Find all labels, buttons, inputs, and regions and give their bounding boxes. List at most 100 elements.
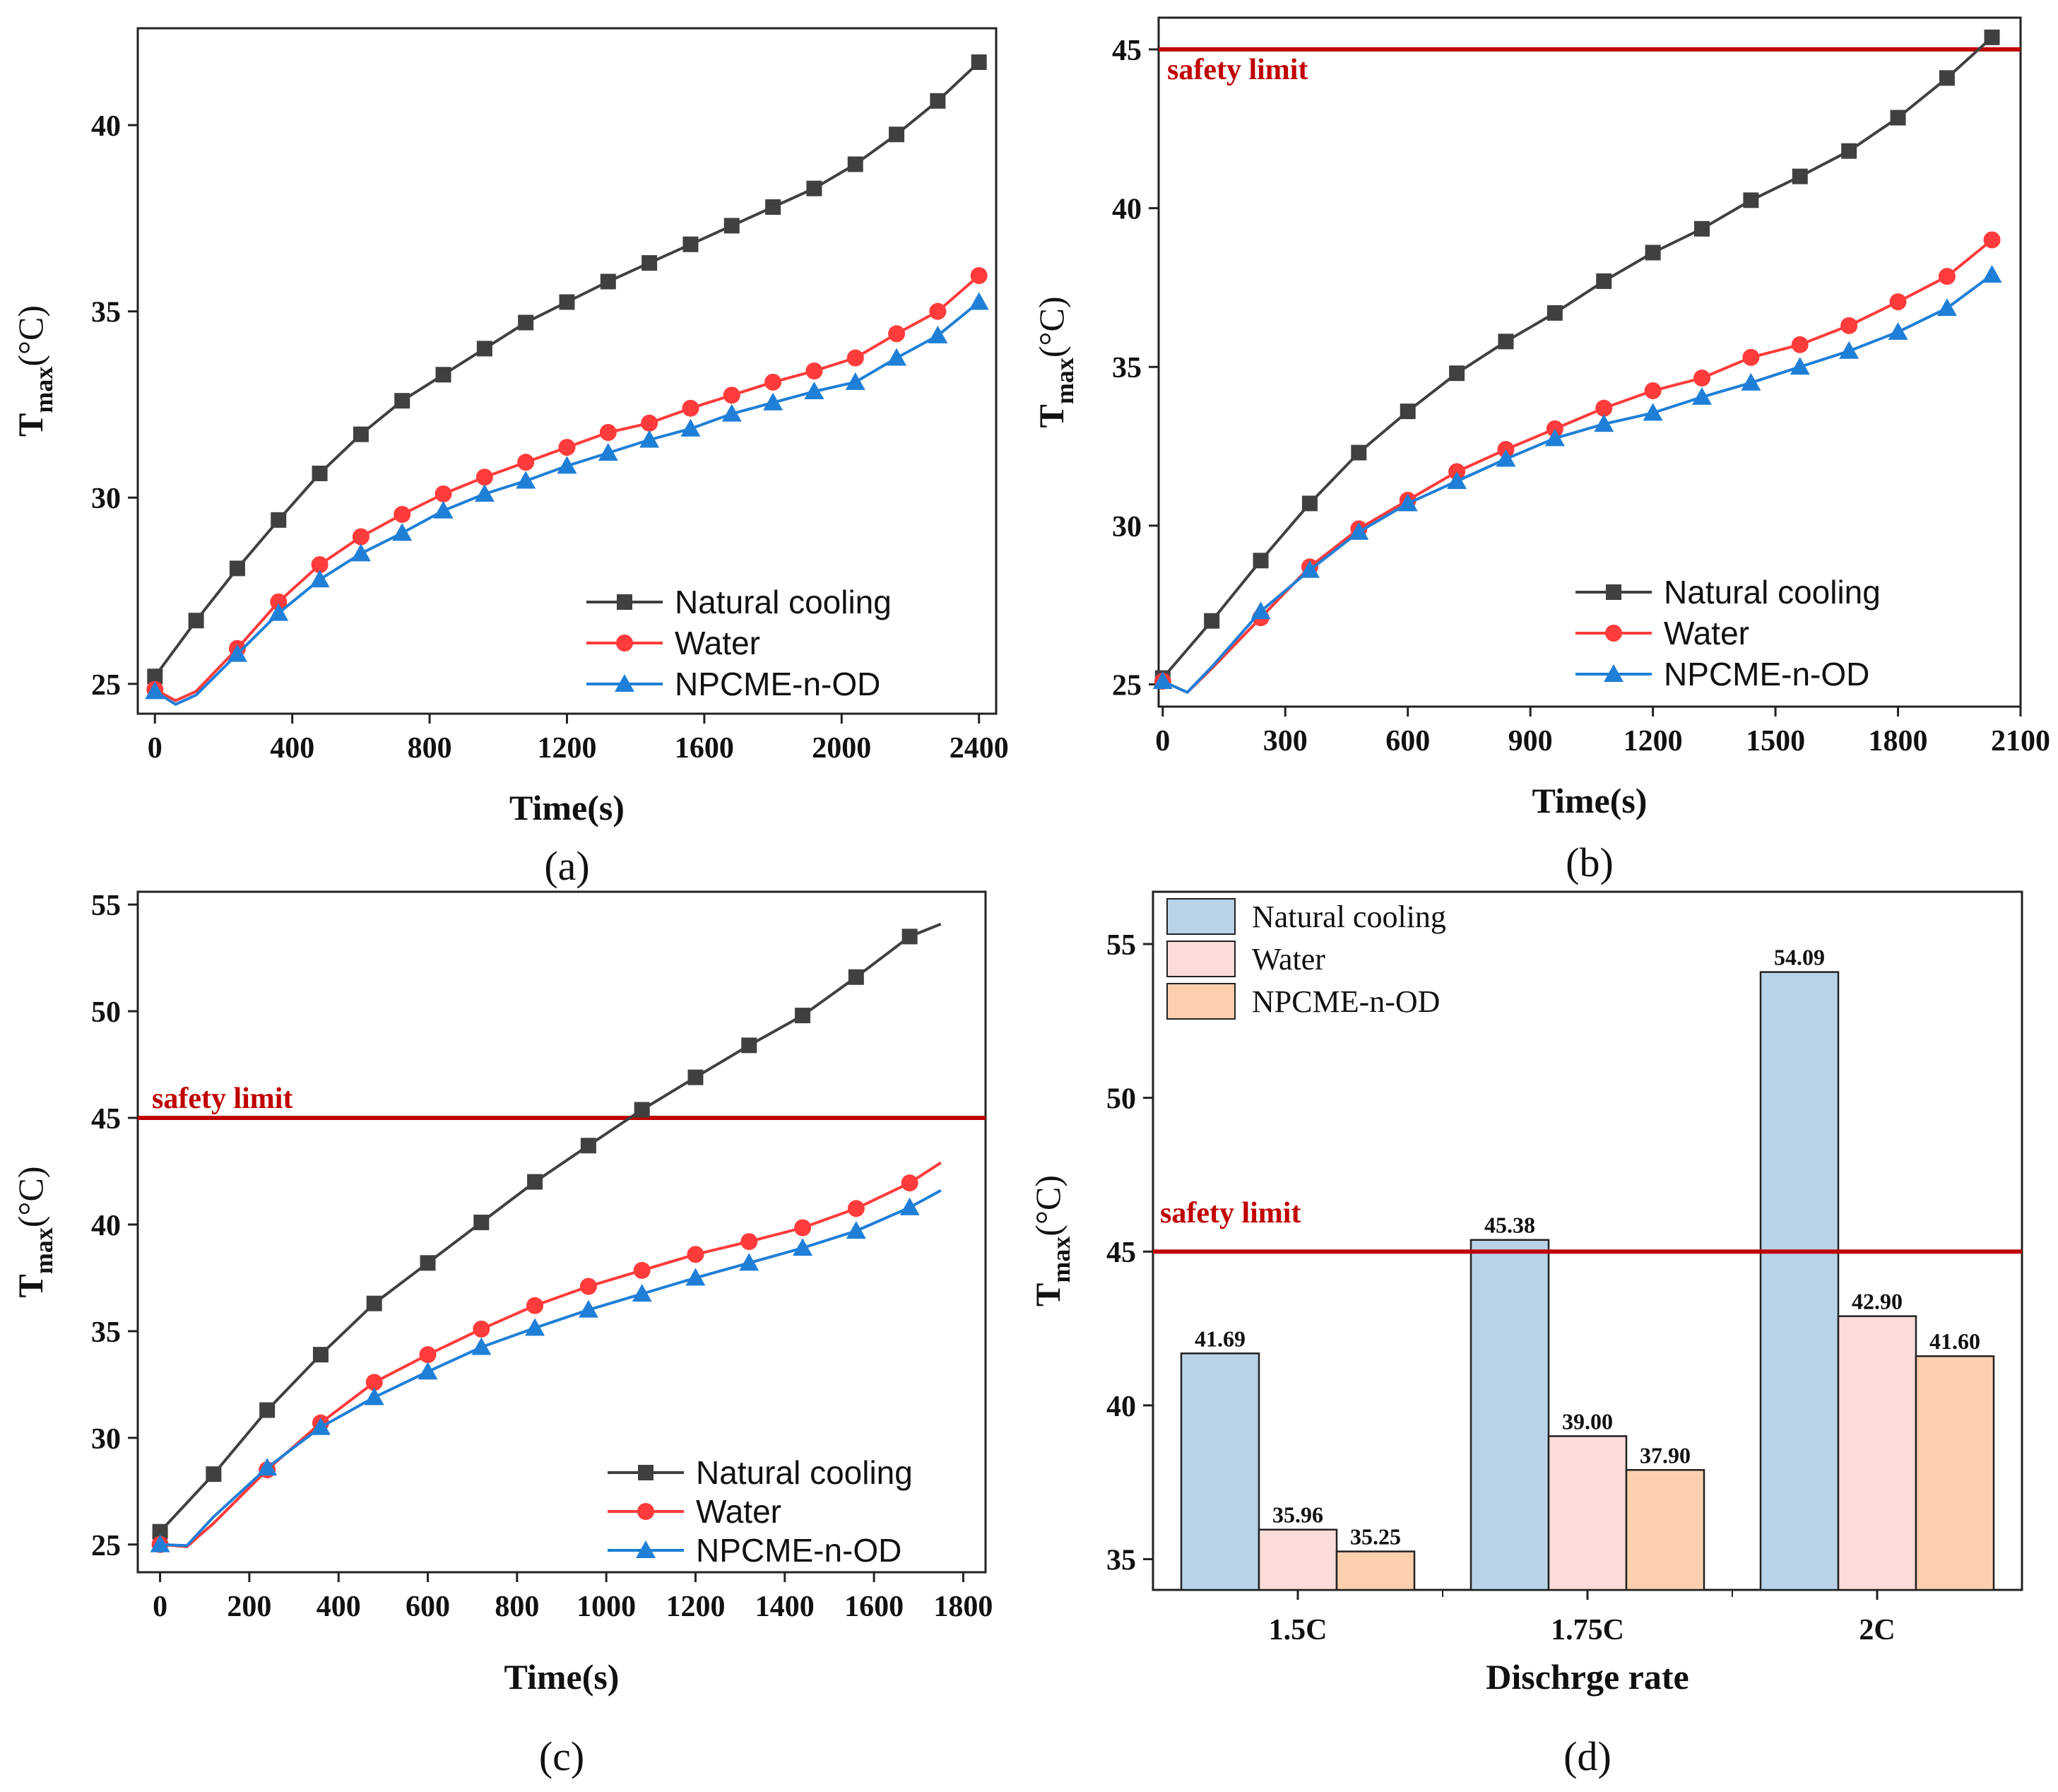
- x-tick-label: 2C: [1859, 1614, 1895, 1646]
- data-point: [687, 1246, 704, 1263]
- data-point: [1890, 110, 1906, 126]
- data-point: [845, 372, 865, 390]
- data-point: [687, 1069, 704, 1085]
- data-point: [1349, 521, 1369, 540]
- data-point: [394, 393, 410, 409]
- data-point: [721, 403, 742, 422]
- data-point: [641, 414, 658, 432]
- data-point: [739, 1253, 759, 1271]
- series-line: [154, 300, 980, 706]
- legend-marker: [1606, 584, 1621, 600]
- y-tick-label: 45: [91, 1103, 121, 1136]
- x-tick-label: 1200: [538, 732, 597, 765]
- data-point: [312, 1347, 329, 1363]
- data-point: [1204, 613, 1220, 629]
- y-axis-title: Tmax(°C): [1028, 1175, 1075, 1307]
- data-point: [723, 218, 740, 234]
- bar-value-label: 54.09: [1774, 945, 1825, 970]
- x-tick-label: 1200: [666, 1591, 725, 1623]
- bar: [1469, 1239, 1550, 1591]
- x-tick-label: 1800: [933, 1591, 993, 1623]
- data-point: [805, 362, 823, 379]
- bar-value-label: 45.38: [1484, 1213, 1535, 1238]
- data-point: [793, 1238, 813, 1256]
- safety-limit-label: safety limit: [152, 1083, 292, 1115]
- x-tick-label: 1.5C: [1269, 1614, 1327, 1646]
- y-tick-label: 40: [91, 1210, 121, 1242]
- legend-item: Natural cooling: [1575, 574, 1881, 611]
- y-tick-label: 55: [91, 890, 121, 922]
- data-point: [517, 454, 535, 471]
- data-point: [580, 1138, 596, 1154]
- legend-item: Water: [1575, 615, 1749, 652]
- panel-label: (a): [544, 843, 589, 889]
- data-point: [794, 1219, 812, 1237]
- data-point: [1400, 403, 1416, 420]
- series-line: [159, 922, 942, 1533]
- data-point: [1301, 495, 1318, 512]
- x-axis-title: Dischrge rate: [1486, 1657, 1689, 1697]
- bar-value-label: 35.25: [1350, 1524, 1401, 1550]
- x-tick-label: 2100: [1991, 725, 2050, 758]
- legend: Natural cooling Water NPCME-n-OD: [1166, 898, 1446, 1020]
- bar-value-label: 35.96: [1272, 1502, 1323, 1528]
- data-point: [1984, 29, 2000, 45]
- data-point: [1643, 403, 1663, 421]
- data-point: [578, 1299, 598, 1318]
- x-tick-label: 200: [227, 1591, 271, 1623]
- legend-swatch: [1166, 898, 1236, 935]
- legend-label: NPCME-n-OD: [696, 1532, 901, 1569]
- data-point: [1841, 143, 1857, 159]
- data-point: [476, 341, 492, 357]
- y-tick-label: 25: [91, 669, 121, 702]
- data-point: [311, 556, 329, 574]
- data-point: [929, 302, 947, 320]
- legend-label: NPCME-n-OD: [675, 666, 880, 702]
- data-point: [1936, 298, 1957, 317]
- data-point: [434, 485, 452, 502]
- data-point: [1547, 305, 1563, 321]
- data-point: [206, 1466, 222, 1482]
- legend-label: Natural cooling: [1664, 574, 1881, 611]
- bar-value-label: 42.90: [1852, 1289, 1903, 1314]
- y-tick-label: 35: [1112, 352, 1142, 384]
- series-npcme-n-od: [150, 1189, 942, 1552]
- data-point: [350, 543, 371, 562]
- data-point: [806, 180, 822, 196]
- series-water: [1154, 231, 2001, 694]
- bar: [1915, 1355, 1995, 1591]
- legend: Natural cooling Water NPCME-n-OD: [586, 584, 892, 702]
- series-line: [1161, 36, 1993, 679]
- data-point: [1743, 192, 1759, 208]
- series-natural-cooling: [147, 54, 987, 685]
- data-point: [685, 1268, 706, 1286]
- data-point: [1250, 601, 1271, 620]
- bar-value-label: 41.69: [1195, 1326, 1246, 1351]
- y-tick-label: 40: [1112, 194, 1142, 226]
- series-natural-cooling: [1154, 29, 2000, 686]
- safety-limit-label: safety limit: [1160, 1197, 1301, 1230]
- data-point: [795, 1008, 811, 1024]
- data-point: [394, 505, 411, 523]
- legend-marker: [638, 1465, 654, 1480]
- y-tick-label: 50: [1106, 1083, 1136, 1116]
- series-natural-cooling: [152, 922, 942, 1540]
- legend-label: Water: [1252, 942, 1325, 977]
- data-point: [227, 644, 247, 662]
- data-point: [1299, 560, 1320, 578]
- data-point: [310, 1417, 331, 1435]
- data-point: [152, 1523, 168, 1540]
- data-point: [257, 1458, 278, 1476]
- data-point: [516, 471, 536, 489]
- data-point: [928, 325, 948, 343]
- data-point: [1792, 168, 1808, 184]
- data-point: [1596, 273, 1612, 289]
- legend-label: Water: [1664, 615, 1749, 652]
- x-tick-label: 900: [1508, 725, 1553, 758]
- x-tick-label: 1500: [1746, 725, 1805, 758]
- data-point: [682, 236, 699, 252]
- data-point: [1939, 70, 1955, 86]
- x-tick-label: 1200: [1624, 725, 1683, 758]
- series-npcme-n-od: [1152, 264, 2002, 694]
